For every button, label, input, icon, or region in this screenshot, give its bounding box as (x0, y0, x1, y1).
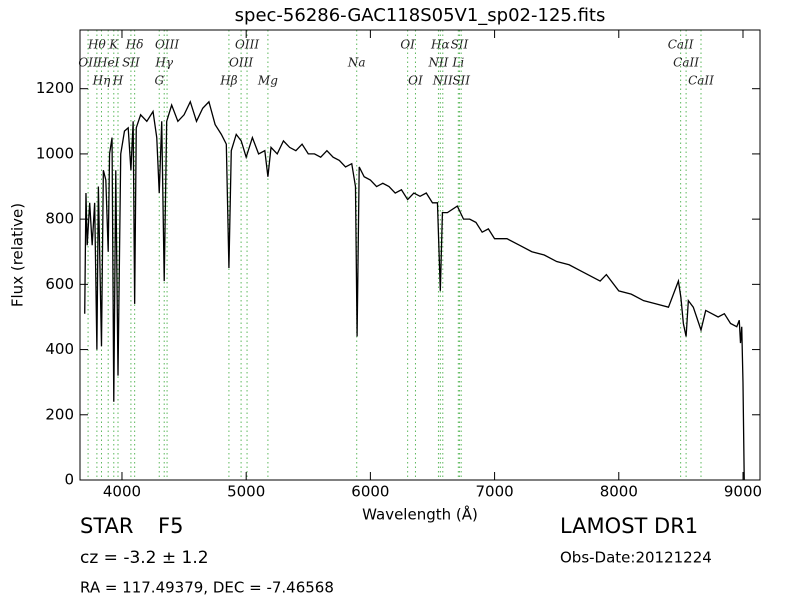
spectral-line-label: K (108, 38, 119, 52)
spectral-line-label: H (112, 74, 124, 88)
x-tick-label: 6000 (351, 483, 389, 501)
x-axis-label: Wavelength (Å) (362, 505, 478, 524)
spectral-line-label: CaII (688, 74, 714, 88)
y-tick-label: 800 (45, 210, 74, 228)
y-tick-label: 200 (45, 405, 74, 423)
obs-date: Obs-Date:20121224 (560, 549, 712, 567)
x-tick-label: 7000 (475, 483, 513, 501)
redshift: cz = -3.2 ± 1.2 (80, 548, 209, 568)
spectral-line-label: NII (432, 74, 453, 88)
spectral-line-label: OII (78, 56, 98, 70)
spectral-line-label: OIII (155, 38, 179, 52)
y-tick-label: 600 (45, 275, 74, 293)
spectral-line-label: OIII (235, 38, 259, 52)
spectral-line-label: OI (400, 38, 415, 52)
y-tick-label: 0 (64, 471, 74, 489)
spectral-line-label: Hα (430, 38, 450, 52)
y-tick-label: 1200 (36, 79, 74, 97)
spectral-line-label: SII (451, 38, 469, 52)
survey: LAMOST DR1 (560, 514, 698, 538)
spectral-line-label: G (154, 74, 164, 88)
chart-title: spec-56286-GAC118S05V1_sp02-125.fits (235, 5, 606, 26)
object-class: STAR (80, 514, 133, 538)
spectral-line-label: CaII (668, 38, 694, 52)
plot-frame (79, 29, 761, 481)
coordinates: RA = 117.49379, DEC = -7.46568 (80, 579, 334, 597)
spectral-line-label: HeI (96, 56, 120, 70)
spectral-line-label: Hη (92, 74, 111, 88)
x-tick-label: 8000 (600, 483, 638, 501)
subclass: F5 (158, 514, 183, 538)
x-tick-label: 9000 (724, 483, 762, 501)
spectral-line-label: Mg (257, 74, 278, 88)
spectral-line-label: CaII (673, 56, 699, 70)
spectral-line-label: OI (408, 74, 423, 88)
spectral-line-label: NII (427, 56, 448, 70)
y-axis-label: Flux (relative) (9, 203, 27, 307)
spectral-line-label: Na (347, 56, 366, 70)
spectral-line-label: SII (122, 56, 140, 70)
spectrum-line (84, 99, 745, 480)
y-tick-label: 1000 (36, 144, 74, 162)
x-tick-label: 5000 (227, 483, 265, 501)
spectral-line-label: Li (451, 56, 464, 70)
spectral-line-label: Hθ (87, 38, 106, 52)
spectral-line-label: SII (452, 74, 470, 88)
spectral-line-label: Hγ (154, 56, 173, 70)
spectral-line-label: Hδ (125, 38, 144, 52)
spectral-line-label: OIII (229, 56, 253, 70)
spectral-line-label: Hβ (219, 74, 237, 88)
x-tick-label: 4000 (103, 483, 141, 501)
y-tick-label: 400 (45, 340, 74, 358)
